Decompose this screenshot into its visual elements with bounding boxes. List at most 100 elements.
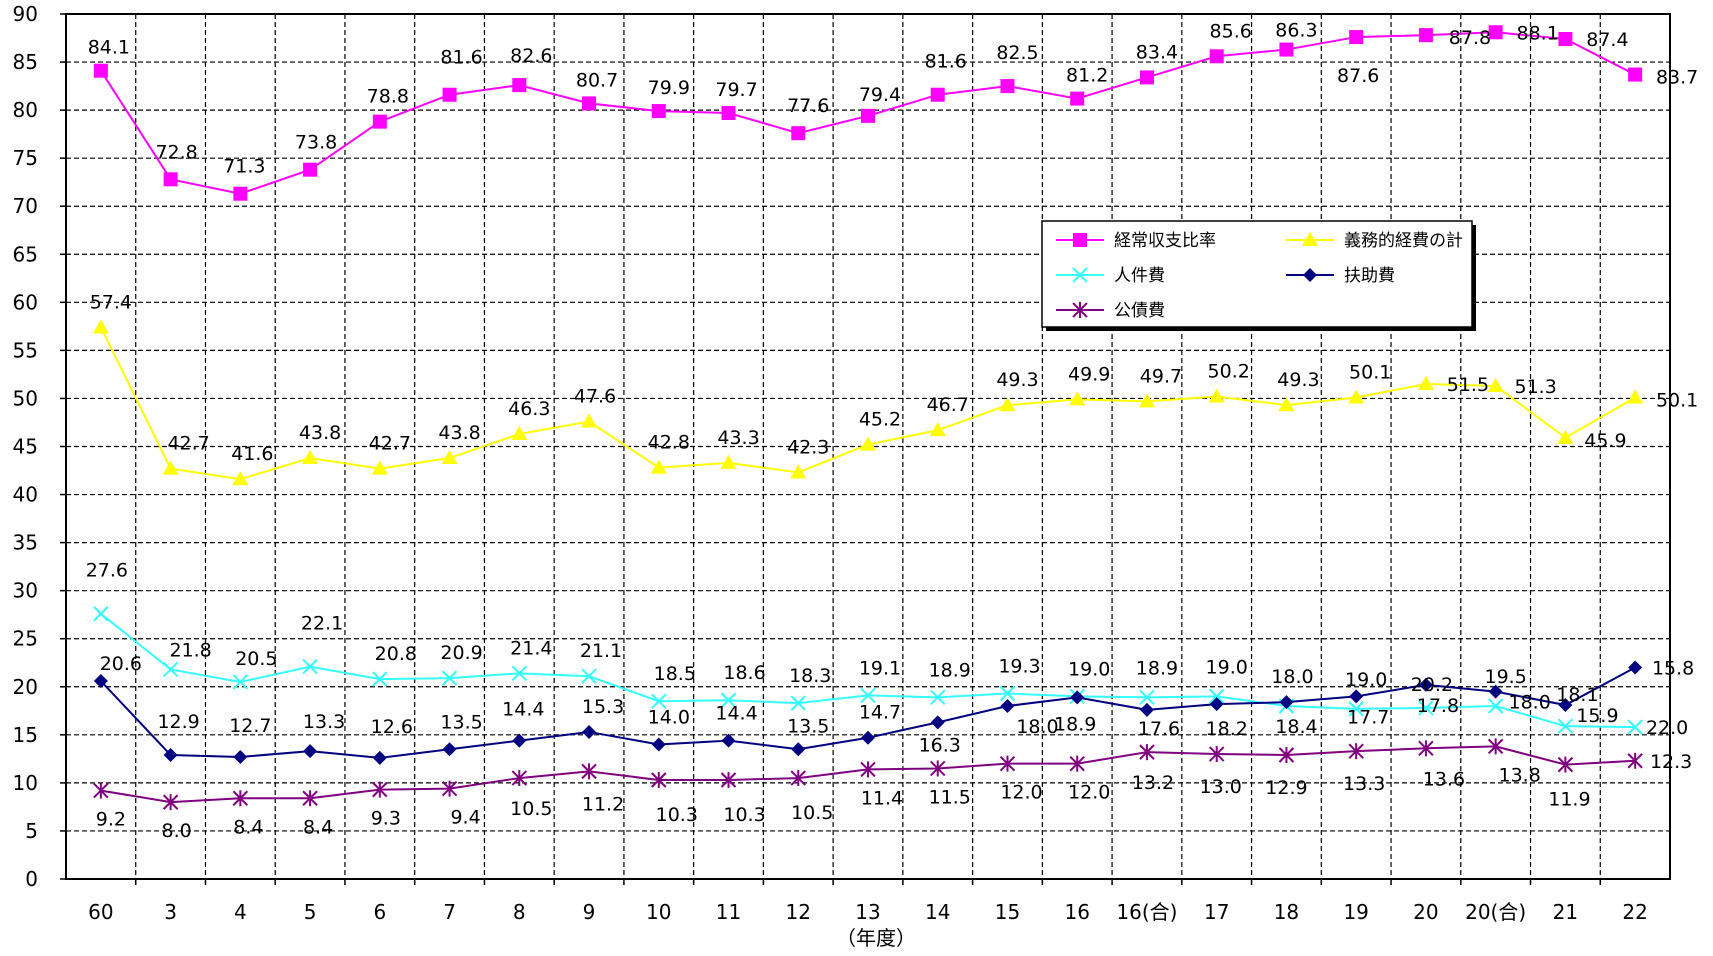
data-label: 9.2 [96, 809, 126, 831]
data-label: 10.5 [510, 798, 552, 820]
data-label: 15.9 [1576, 705, 1618, 727]
data-label: 83.4 [1136, 41, 1178, 63]
legend-label: 義務的経費の計 [1344, 231, 1463, 251]
data-point [303, 744, 318, 759]
data-label: 9.4 [450, 807, 480, 829]
data-point [512, 78, 527, 93]
data-point [162, 794, 179, 811]
data-label: 49.3 [996, 369, 1038, 391]
data-point [1000, 79, 1015, 94]
data-label: 17.7 [1347, 706, 1389, 728]
data-point [999, 755, 1016, 772]
data-label: 20.8 [375, 643, 417, 665]
y-tick-label: 80 [13, 98, 38, 122]
data-point [1209, 697, 1224, 712]
data-point [1487, 738, 1504, 755]
data-point [1418, 677, 1433, 692]
data-point [581, 413, 598, 428]
x-tick-label: 13 [855, 900, 880, 924]
data-label: 18.9 [1054, 713, 1096, 735]
data-label: 18.3 [789, 665, 831, 687]
data-point [720, 772, 737, 789]
data-label: 27.6 [86, 560, 128, 582]
data-point [861, 730, 875, 745]
data-label: 18.2 [1206, 718, 1248, 740]
data-point [232, 674, 249, 690]
data-label: 71.3 [223, 156, 265, 178]
data-label: 18.9 [1136, 657, 1178, 679]
data-point [861, 108, 875, 123]
data-point [1627, 719, 1643, 735]
data-point [721, 105, 736, 120]
data-label: 21.8 [169, 639, 211, 661]
y-tick-label: 15 [13, 723, 38, 747]
data-label: 49.3 [1277, 369, 1319, 391]
y-tick-label: 70 [13, 194, 38, 218]
data-label: 22.0 [1646, 717, 1688, 739]
data-label: 87.6 [1337, 65, 1379, 87]
data-label: 13.6 [1423, 768, 1465, 790]
data-label: 18.6 [723, 662, 765, 684]
data-point [1557, 429, 1574, 444]
data-point [860, 761, 876, 778]
data-label: 51.3 [1514, 376, 1556, 398]
data-point [1487, 377, 1504, 392]
data-point [93, 606, 109, 622]
data-label: 78.8 [367, 86, 409, 108]
x-tick-label: 12 [786, 900, 811, 924]
data-point [442, 87, 457, 102]
data-label: 18.0 [1016, 716, 1058, 738]
data-label: 19.1 [859, 657, 901, 679]
data-label: 11.9 [1548, 789, 1590, 811]
data-point [441, 780, 458, 797]
x-tick-label: 20(合) [1465, 900, 1526, 924]
data-label: 42.7 [369, 433, 411, 455]
data-point [790, 464, 807, 479]
data-label: 41.6 [231, 443, 273, 465]
data-label: 57.4 [90, 291, 132, 313]
data-point [372, 781, 388, 798]
x-tick-label: 8 [513, 900, 526, 924]
data-point [1627, 752, 1643, 769]
data-point [651, 772, 667, 789]
legend-item: 公債費 [1056, 301, 1165, 321]
data-point [1139, 689, 1155, 706]
data-label: 11.5 [929, 786, 971, 808]
data-label: 12.9 [1265, 777, 1307, 799]
data-point [582, 724, 597, 739]
data-point [1558, 31, 1573, 46]
data-label: 42.8 [648, 432, 690, 454]
legend-item: 扶助費 [1286, 266, 1395, 286]
x-tick-label: 22 [1622, 900, 1647, 924]
data-label: 43.3 [717, 427, 759, 449]
data-label: 88.1 [1516, 22, 1558, 44]
data-point [93, 782, 109, 799]
plot-area-border [65, 13, 1671, 880]
data-point [442, 742, 457, 757]
data-point [1628, 660, 1643, 675]
data-label: 20.9 [440, 642, 482, 664]
data-label: 12.0 [1068, 782, 1110, 804]
data-label: 13.5 [787, 715, 829, 737]
data-point [162, 460, 179, 475]
data-point [1488, 684, 1503, 699]
data-point [860, 436, 876, 451]
y-tick-label: 65 [13, 242, 38, 266]
data-label: 19.0 [1345, 669, 1387, 691]
data-point [1348, 389, 1365, 404]
data-point [1072, 267, 1088, 283]
data-point [790, 695, 806, 711]
data-label: 50.1 [1656, 389, 1698, 411]
data-point [93, 674, 108, 689]
axes [60, 13, 1671, 885]
series-2 [93, 606, 1643, 735]
y-tick-label: 20 [13, 675, 38, 699]
data-point [1208, 388, 1225, 403]
data-point [441, 670, 458, 686]
data-label: 46.3 [508, 398, 550, 420]
data-label: 20.2 [1411, 674, 1453, 696]
x-tick-label: 4 [234, 900, 247, 924]
data-point [302, 790, 318, 807]
y-tick-label: 90 [13, 2, 38, 26]
